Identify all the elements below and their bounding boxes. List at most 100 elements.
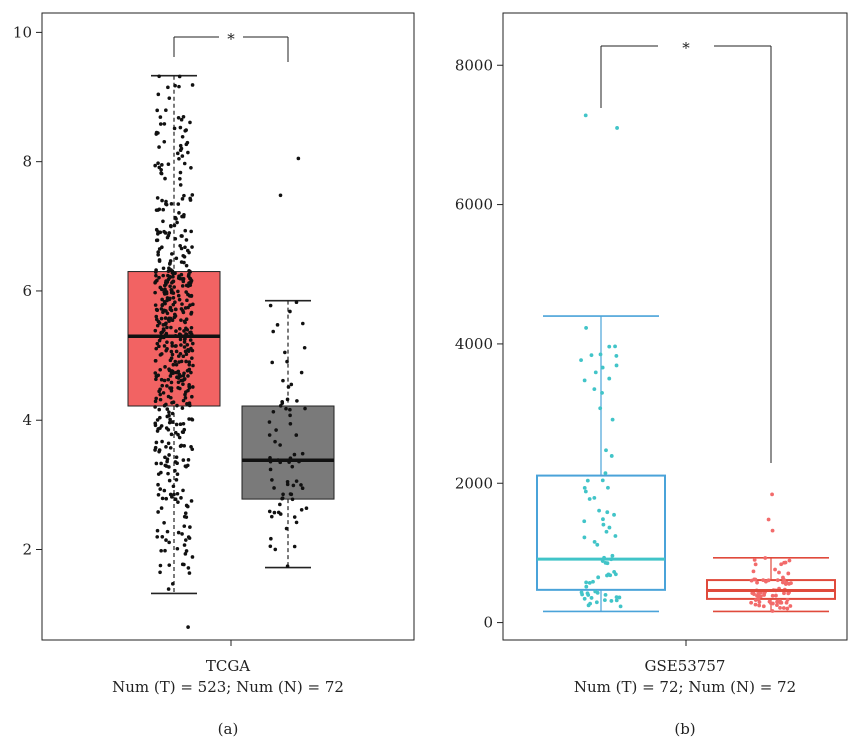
data-point (614, 363, 619, 368)
data-point (169, 380, 174, 385)
data-point (180, 214, 184, 219)
data-point (582, 485, 587, 490)
data-point (582, 519, 587, 524)
data-point (159, 316, 164, 321)
panel-a: 2 4 6 8 10 * (13, 23, 335, 646)
data-point (184, 549, 189, 553)
data-point (774, 593, 778, 598)
data-point (165, 347, 169, 351)
data-point (185, 342, 190, 347)
data-point (272, 510, 277, 515)
data-point (154, 440, 159, 445)
data-point (787, 558, 792, 563)
data-point (182, 319, 187, 324)
data-point (169, 224, 173, 229)
data-point (160, 297, 164, 302)
data-point (176, 500, 180, 504)
data-point (183, 390, 188, 394)
data-point (153, 270, 158, 274)
data-point (785, 606, 790, 611)
data-point (582, 596, 587, 601)
data-point (186, 374, 190, 378)
data-point (300, 486, 305, 490)
data-point (168, 284, 172, 289)
data-point (172, 492, 176, 497)
data-point (186, 458, 191, 462)
data-point (184, 359, 188, 364)
data-point (613, 344, 617, 349)
data-point (281, 492, 285, 497)
data-point (182, 377, 187, 381)
data-point (154, 314, 159, 319)
data-point (156, 131, 160, 135)
data-point (775, 578, 780, 583)
data-point (178, 183, 183, 187)
data-point (175, 472, 180, 477)
data-point (752, 557, 757, 562)
data-point (190, 245, 194, 249)
data-point (589, 353, 594, 358)
data-point (582, 535, 587, 540)
data-point (787, 581, 791, 586)
data-point (171, 296, 176, 300)
data-point (180, 406, 185, 410)
data-point (187, 417, 191, 421)
data-point (586, 593, 591, 597)
data-point (157, 145, 161, 149)
data-point (272, 486, 276, 490)
data-point (160, 383, 165, 388)
data-point (183, 511, 188, 515)
data-point (278, 502, 282, 507)
data-point (770, 609, 775, 613)
data-point (167, 297, 172, 302)
data-point (177, 74, 182, 79)
data-point (156, 492, 161, 497)
data-point (174, 422, 179, 427)
data-point (755, 580, 759, 585)
data-point (178, 326, 182, 331)
data-point (182, 524, 187, 528)
data-point (303, 406, 307, 411)
data-point (156, 252, 160, 257)
data-point (761, 578, 766, 583)
data-point (164, 538, 168, 542)
data-point (605, 561, 610, 566)
data-point (168, 492, 173, 497)
data-point (187, 360, 192, 364)
data-point (186, 349, 191, 353)
data-point (157, 207, 162, 212)
data-point (169, 386, 174, 390)
data-point (168, 262, 172, 266)
data-point (176, 293, 181, 298)
data-point (785, 597, 790, 602)
data-point (762, 591, 767, 596)
data-point (174, 455, 179, 460)
data-point (600, 391, 604, 395)
data-point (155, 341, 160, 346)
data-point (157, 449, 161, 454)
data-point (159, 171, 163, 175)
data-point (749, 600, 754, 605)
data-point (163, 455, 167, 460)
data-point (753, 577, 758, 582)
data-point (165, 325, 169, 330)
data-point (183, 306, 188, 310)
data-point (170, 420, 175, 424)
data-point (159, 377, 164, 382)
data-point (179, 307, 184, 311)
panel-b-caption: (b) (674, 720, 695, 738)
data-point (292, 452, 297, 457)
data-point (158, 367, 163, 372)
data-point (613, 534, 618, 538)
data-point (786, 591, 791, 596)
data-point (158, 415, 162, 420)
data-point (175, 403, 179, 408)
data-point (169, 395, 173, 400)
data-point (174, 478, 179, 482)
data-point (180, 234, 184, 238)
data-point (161, 323, 166, 327)
data-point (588, 601, 592, 606)
data-point (182, 260, 186, 265)
data-point (775, 603, 779, 608)
